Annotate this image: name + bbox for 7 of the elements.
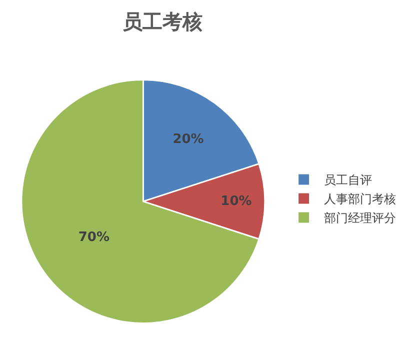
data-label: 20%: [172, 132, 204, 147]
legend-label: 员工自评: [324, 173, 372, 188]
data-label: 70%: [78, 230, 110, 245]
legend-label: 部门经理评分: [324, 211, 396, 226]
legend-label: 人事部门考核: [324, 192, 396, 206]
chart-title: 员工考核: [122, 9, 202, 34]
data-label: 10%: [220, 194, 252, 209]
